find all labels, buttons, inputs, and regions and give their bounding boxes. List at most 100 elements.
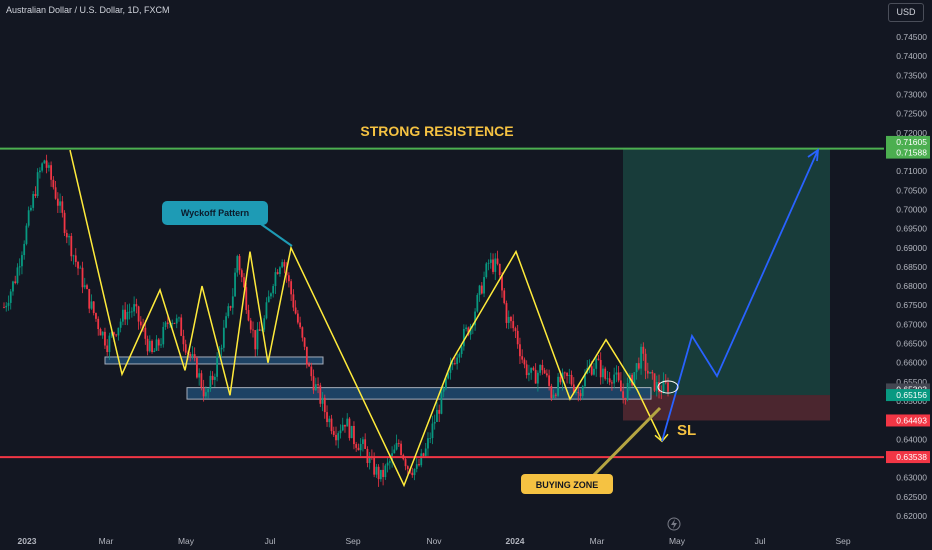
candle-body — [139, 321, 142, 326]
candle-body — [328, 418, 331, 423]
candle-body — [590, 366, 593, 375]
candle-body — [99, 329, 102, 336]
candle-body — [88, 289, 91, 309]
candle-body — [379, 469, 382, 480]
candle-body — [651, 372, 654, 374]
candle-body — [528, 372, 530, 376]
candle-body — [157, 339, 160, 346]
candle-body — [550, 385, 553, 398]
candle-body — [660, 392, 663, 393]
candle-body — [74, 255, 77, 262]
price-tag-label: 0.64493 — [896, 415, 927, 425]
candle-body — [70, 236, 73, 257]
candle-body — [79, 267, 82, 269]
candle-body — [382, 469, 385, 478]
candle-body — [287, 275, 290, 282]
x-tick-label: May — [669, 536, 686, 546]
candle-body — [182, 335, 185, 345]
candle-body — [445, 378, 447, 389]
candle-body — [155, 339, 158, 351]
candle-body — [47, 165, 50, 168]
candle-body — [175, 318, 178, 324]
candle-body — [144, 327, 147, 339]
x-tick-label: Mar — [590, 536, 605, 546]
candle-body — [335, 434, 337, 441]
candle-body — [133, 304, 136, 312]
candle-body — [38, 170, 41, 173]
candle-body — [496, 258, 499, 264]
candle-body — [281, 262, 284, 268]
candle-body — [310, 366, 313, 377]
candle-body — [552, 394, 555, 398]
candle-body — [453, 363, 456, 365]
candle-body — [173, 322, 176, 324]
candle-body — [68, 236, 70, 238]
candle-body — [299, 322, 302, 328]
candle-body — [568, 374, 571, 377]
candle-body — [113, 332, 115, 335]
currency-button[interactable]: USD — [888, 3, 924, 22]
candle-body — [420, 453, 423, 466]
candle-body — [413, 468, 416, 476]
candle-body — [229, 306, 232, 308]
target-zone — [623, 148, 830, 396]
candle-body — [581, 386, 584, 397]
candle-body — [23, 243, 26, 256]
candle-body — [101, 331, 104, 336]
candle-body — [312, 376, 315, 391]
candle-body — [523, 359, 526, 365]
candle-body — [662, 380, 665, 393]
price-tag — [886, 146, 930, 159]
lightning-icon[interactable] — [667, 517, 681, 531]
y-tick-label: 0.66500 — [896, 339, 927, 349]
y-tick-label: 0.74000 — [896, 51, 927, 61]
candle-body — [494, 258, 497, 272]
candle-body — [507, 316, 510, 323]
price-tag — [886, 451, 930, 464]
candle-body — [225, 316, 227, 328]
price-tag-label: 0.71588 — [896, 148, 927, 158]
candle-body — [467, 327, 470, 335]
y-tick-label: 0.72000 — [896, 128, 927, 138]
candle-body — [171, 322, 174, 324]
candle-body — [501, 274, 503, 291]
candle-body — [14, 281, 17, 283]
candle-body — [658, 382, 660, 393]
candle-body — [104, 331, 106, 346]
candle-body — [599, 360, 602, 378]
candle-body — [377, 466, 380, 480]
candle-body — [606, 378, 609, 380]
y-tick-label: 0.70000 — [896, 204, 927, 214]
candle-body — [633, 372, 636, 386]
candle-body — [135, 304, 138, 307]
candle-body — [265, 302, 268, 319]
candle-body — [27, 210, 30, 226]
candle-body — [178, 317, 180, 319]
candle-body — [548, 375, 551, 386]
candle-body — [449, 364, 452, 373]
candle-body — [254, 330, 257, 350]
candle-body — [357, 447, 360, 451]
candle-body — [7, 302, 10, 306]
candle-body — [615, 372, 618, 375]
candle-body — [137, 306, 140, 322]
candle-body — [61, 201, 64, 213]
candle-body — [332, 431, 335, 435]
wyckoff-zigzag — [69, 149, 663, 488]
candle-body — [635, 363, 638, 373]
candle-body — [9, 291, 12, 303]
candle-body — [164, 322, 167, 327]
candle-body — [640, 346, 642, 369]
candle-body — [238, 256, 241, 271]
candle-body — [252, 329, 254, 331]
price-tag-label: 0.71605 — [896, 137, 927, 147]
price-tag — [886, 389, 930, 402]
y-tick-label: 0.70500 — [896, 185, 927, 195]
x-tick-label: 2024 — [506, 536, 525, 546]
candle-body — [153, 350, 156, 353]
candle-body — [193, 354, 196, 358]
candle-body — [121, 309, 124, 322]
candle-body — [18, 266, 21, 268]
